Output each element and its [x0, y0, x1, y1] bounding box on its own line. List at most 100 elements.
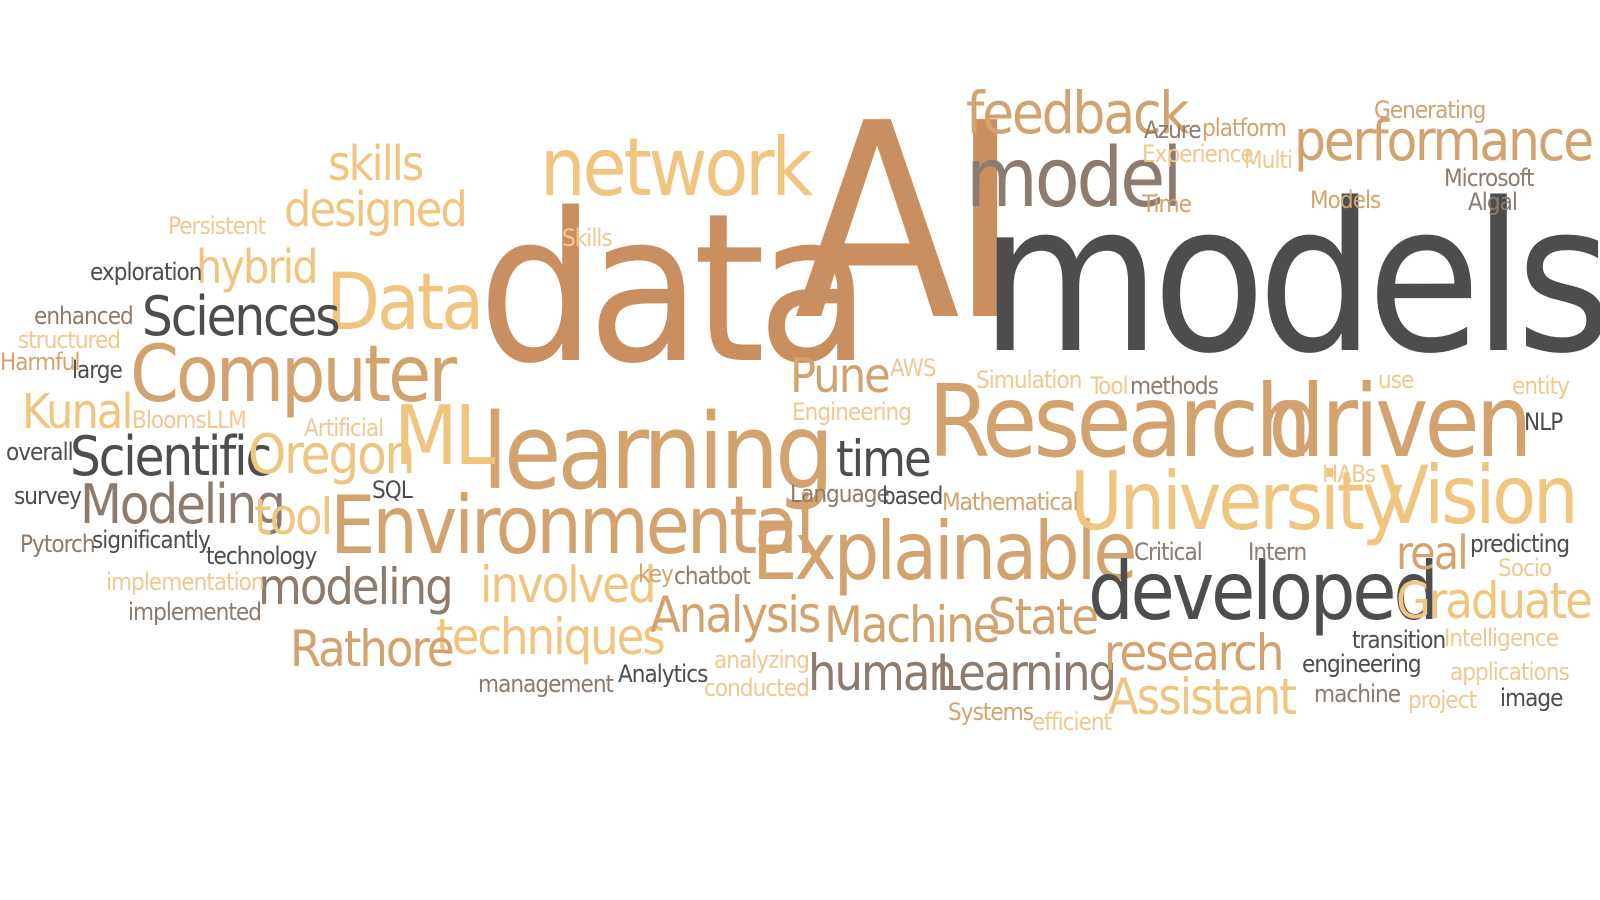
word-research: research: [1104, 624, 1284, 682]
word-explainable: Explainable: [752, 505, 1138, 598]
word-network: network: [540, 121, 813, 214]
word-applications: applications: [1450, 658, 1570, 686]
word-critical: Critical: [1134, 538, 1203, 566]
word-scientific: Scientific: [70, 425, 272, 488]
word-pytorch: Pytorch: [20, 530, 96, 558]
word-analysis: Analysis: [650, 586, 821, 644]
word-state: State: [988, 588, 1099, 646]
word-llm: LLM: [206, 406, 247, 434]
word-intelligence: Intelligence: [1444, 624, 1559, 652]
word-learning: learning: [482, 391, 834, 513]
word-habs: HABs: [1322, 460, 1376, 488]
word-engineering: engineering: [1302, 650, 1422, 678]
word-graduate: Graduate: [1396, 572, 1593, 630]
word-modeling-cap: Modeling: [80, 473, 286, 536]
word-exploration: exploration: [90, 258, 202, 286]
word-engineering-cap: Engineering: [792, 398, 912, 426]
word-kunal: Kunal: [22, 384, 133, 440]
word-based: based: [882, 482, 943, 510]
word-language: Language: [790, 480, 890, 508]
word-sciences: Sciences: [142, 285, 341, 348]
word-persistent: Persistent: [168, 212, 266, 240]
word-analytics: Analytics: [618, 660, 708, 688]
word-technology: technology: [206, 542, 317, 570]
word-analyzing: analyzing: [714, 646, 810, 674]
word-enhanced: enhanced: [34, 302, 134, 330]
word-learning-cap: Learning: [936, 644, 1117, 702]
word-machine-cap: Machine: [824, 596, 1000, 654]
word-designed: designed: [284, 182, 468, 238]
word-vision: Vision: [1380, 449, 1579, 542]
word-skills: skills: [328, 136, 424, 192]
word-methods: methods: [1130, 372, 1219, 400]
word-hybrid: hybrid: [196, 240, 319, 294]
word-modeling: modeling: [258, 558, 454, 616]
word-research-big: Research: [928, 363, 1312, 480]
word-skills-small: Skills: [562, 224, 613, 252]
word-use: use: [1378, 366, 1414, 394]
word-time-small: Time: [1142, 190, 1192, 218]
word-machine: machine: [1314, 680, 1401, 708]
word-experience: Experience: [1142, 140, 1254, 168]
word-sql: SQL: [372, 476, 413, 504]
word-artificial: Artificial: [304, 414, 384, 442]
word-aws: AWS: [890, 354, 937, 382]
word-data: data: [478, 169, 871, 409]
word-key: key: [638, 560, 674, 588]
word-nlp: NLP: [1524, 408, 1563, 436]
word-platform: platform: [1202, 114, 1287, 142]
word-involved: involved: [480, 556, 657, 614]
word-multi: Multi: [1244, 146, 1293, 174]
word-algal: Algal: [1468, 188, 1518, 216]
word-mathematical: Mathematical: [942, 488, 1079, 516]
word-techniques: techniques: [436, 608, 666, 666]
word-survey: survey: [14, 482, 82, 510]
word-entity: entity: [1512, 372, 1570, 400]
word-management: management: [478, 670, 614, 698]
word-predicting: predicting: [1470, 530, 1570, 558]
word-harmful: Harmful: [0, 348, 80, 376]
word-chatbot: chatbot: [674, 562, 751, 590]
word-tool: tool: [254, 488, 333, 546]
word-microsoft: Microsoft: [1444, 164, 1534, 192]
word-models: models: [980, 159, 1600, 399]
word-human: human: [808, 644, 957, 702]
word-overall: overall: [6, 438, 74, 466]
word-real: real: [1396, 526, 1469, 580]
word-environmental: Environmental: [330, 479, 815, 572]
word-conducted: conducted: [704, 674, 810, 702]
word-efficient: efficient: [1032, 708, 1112, 736]
word-generating: Generating: [1374, 96, 1486, 124]
word-data-cap: Data: [326, 258, 484, 348]
word-implementation: implementation: [106, 568, 265, 596]
word-transition: transition: [1352, 626, 1446, 654]
word-project: project: [1408, 686, 1477, 714]
word-feedback: feedback: [966, 79, 1189, 147]
word-significantly: significantly: [92, 526, 211, 554]
word-azure: Azure: [1144, 116, 1202, 144]
word-model: model: [966, 131, 1183, 226]
word-implemented: implemented: [128, 598, 262, 626]
word-simulation: Simulation: [976, 366, 1082, 394]
word-driven: driven: [1268, 363, 1533, 480]
word-pune: Pune: [790, 348, 891, 404]
word-socio: Socio: [1498, 554, 1552, 582]
word-intern: Intern: [1248, 538, 1307, 566]
word-systems: Systems: [948, 698, 1034, 726]
word-computer: Computer: [130, 330, 457, 420]
word-ai: AI: [794, 65, 1021, 380]
word-blooms: Blooms: [132, 406, 207, 434]
word-time: time: [836, 430, 932, 488]
word-oregon: Oregon: [248, 423, 415, 486]
word-rathore: Rathore: [290, 620, 454, 678]
word-large: large: [72, 356, 123, 384]
word-ml: ML: [394, 389, 495, 484]
word-university: University: [1070, 455, 1404, 548]
word-performance: performance: [1294, 109, 1594, 174]
word-tool-cap: Tool: [1090, 372, 1129, 400]
word-assistant: Assistant: [1108, 668, 1297, 726]
word-models-cap: Models: [1310, 186, 1381, 214]
word-developed: developed: [1088, 545, 1439, 638]
word-structured: structured: [18, 326, 121, 354]
